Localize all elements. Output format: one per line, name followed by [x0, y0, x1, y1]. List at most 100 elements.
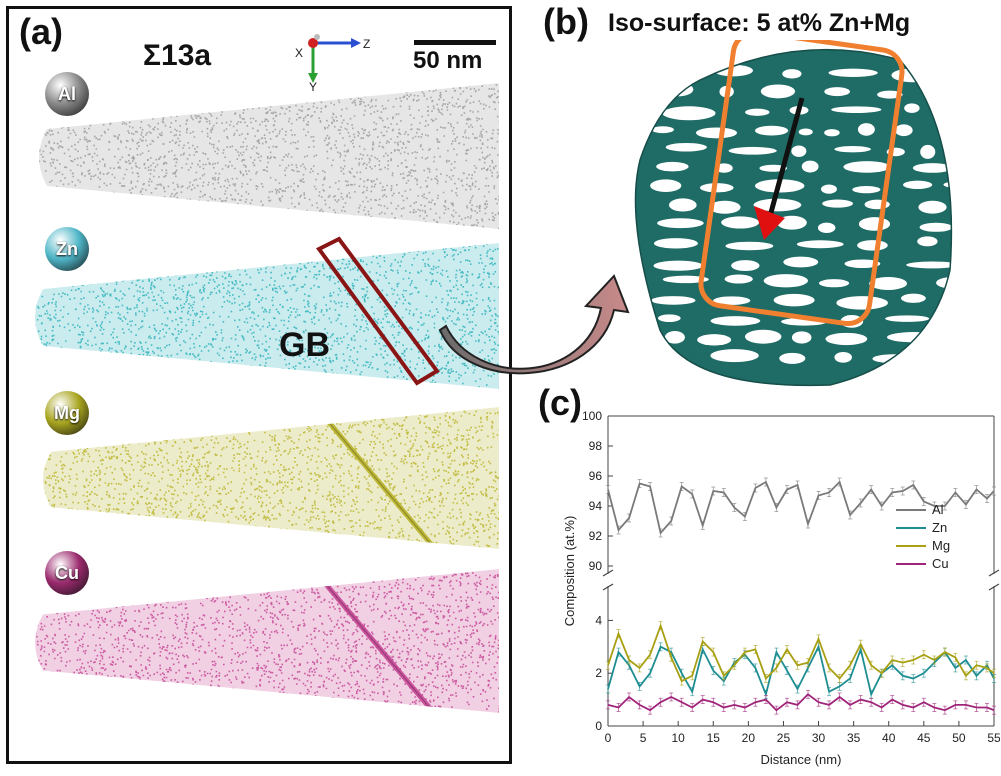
data-point-cu — [700, 695, 705, 705]
data-point-cu — [900, 700, 905, 710]
data-point-mg — [869, 660, 874, 670]
element-name-al: Al — [58, 83, 76, 104]
data-point-al — [763, 477, 768, 487]
axis-x-label: X — [295, 46, 303, 60]
data-point-zn — [974, 671, 979, 681]
axes-triad-icon: X Z Y — [295, 34, 370, 93]
data-point-cu — [816, 697, 821, 707]
atom-map-mg — [43, 407, 499, 549]
data-point-al — [606, 485, 610, 494]
data-point-al — [616, 525, 621, 535]
data-point-cu — [953, 700, 958, 710]
data-point-zn — [921, 668, 926, 678]
data-point-zn — [711, 666, 716, 675]
data-point-mg — [858, 639, 863, 649]
data-point-al — [984, 494, 989, 503]
data-point-cu — [606, 700, 610, 710]
panel-b-title: Iso-surface: 5 at% Zn+Mg — [608, 9, 911, 37]
data-point-al — [795, 480, 800, 490]
axis-z-label: Z — [363, 37, 370, 51]
data-point-mg — [806, 658, 811, 668]
element-ball-mg: Mg — [45, 391, 89, 435]
x-tick-label: 30 — [812, 731, 826, 745]
data-point-zn — [606, 684, 610, 694]
data-point-mg — [711, 647, 716, 657]
y-tick-label: 90 — [589, 559, 603, 573]
data-point-mg — [721, 671, 726, 681]
data-point-al — [732, 503, 737, 512]
data-point-mg — [848, 660, 853, 670]
data-point-mg — [932, 655, 937, 665]
data-point-zn — [963, 655, 968, 665]
data-point-mg — [627, 655, 632, 665]
data-point-al — [921, 497, 926, 506]
x-tick-label: 5 — [640, 731, 647, 745]
data-point-cu — [890, 695, 895, 705]
data-point-mg — [911, 655, 916, 665]
data-point-al — [900, 486, 905, 496]
data-point-al — [627, 513, 632, 523]
y-tick-label: 94 — [589, 499, 603, 513]
data-point-cu — [690, 703, 695, 712]
element-name-zn: Zn — [56, 238, 78, 259]
atom-map-cu — [35, 569, 499, 713]
data-point-al — [837, 477, 842, 487]
data-point-mg — [953, 652, 958, 662]
gb-label: GB — [279, 326, 330, 364]
y-tick-label: 4 — [595, 613, 602, 627]
data-point-al — [963, 500, 968, 509]
data-point-al — [679, 482, 684, 491]
legend-label-mg: Mg — [932, 538, 950, 553]
data-point-al — [848, 510, 853, 520]
data-point-al — [911, 480, 916, 490]
x-axis-title: Distance (nm) — [761, 752, 842, 767]
data-point-cu — [963, 700, 968, 710]
data-point-mg — [984, 663, 989, 673]
data-point-zn — [784, 666, 789, 675]
data-point-al — [753, 483, 758, 493]
data-point-zn — [753, 663, 758, 673]
data-point-cu — [879, 703, 884, 712]
data-point-cu — [627, 692, 632, 702]
data-point-mg — [679, 676, 684, 686]
data-point-al — [637, 479, 642, 488]
data-point-al — [974, 485, 979, 494]
data-point-mg — [648, 650, 653, 660]
panel-c-label: (c) — [538, 382, 582, 423]
data-point-cu — [742, 703, 747, 712]
panel-b-label: (b) — [543, 1, 589, 42]
data-point-mg — [974, 660, 979, 670]
data-point-cu — [679, 697, 684, 707]
legend-label-zn: Zn — [932, 520, 947, 535]
legend-label-cu: Cu — [932, 556, 949, 571]
data-point-mg — [763, 674, 768, 683]
data-point-al — [858, 498, 863, 508]
data-point-cu — [732, 700, 737, 710]
data-point-cu — [658, 697, 663, 707]
x-tick-label: 45 — [917, 731, 931, 745]
element-name-mg: Mg — [54, 402, 80, 423]
data-point-cu — [921, 697, 926, 707]
curved-arrow-icon — [438, 274, 630, 375]
data-point-zn — [848, 674, 853, 683]
data-point-cu — [942, 705, 947, 715]
y-tick-label: 2 — [595, 666, 602, 680]
data-point-mg — [732, 660, 737, 670]
data-point-mg — [616, 629, 621, 639]
data-point-zn — [648, 668, 653, 678]
data-point-zn — [953, 663, 958, 673]
y-tick-label: 100 — [582, 409, 602, 423]
data-point-al — [992, 486, 996, 496]
y-tick-label: 92 — [589, 529, 603, 543]
data-point-al — [658, 528, 663, 538]
scale-bar-label: 50 nm — [413, 47, 483, 74]
data-point-al — [942, 501, 947, 511]
data-point-cu — [848, 700, 853, 710]
data-point-al — [742, 512, 747, 521]
x-tick-label: 25 — [777, 731, 791, 745]
data-point-mg — [690, 671, 695, 681]
data-point-cu — [827, 700, 832, 710]
data-point-al — [700, 521, 705, 530]
data-point-cu — [774, 705, 779, 715]
data-point-al — [721, 488, 726, 497]
